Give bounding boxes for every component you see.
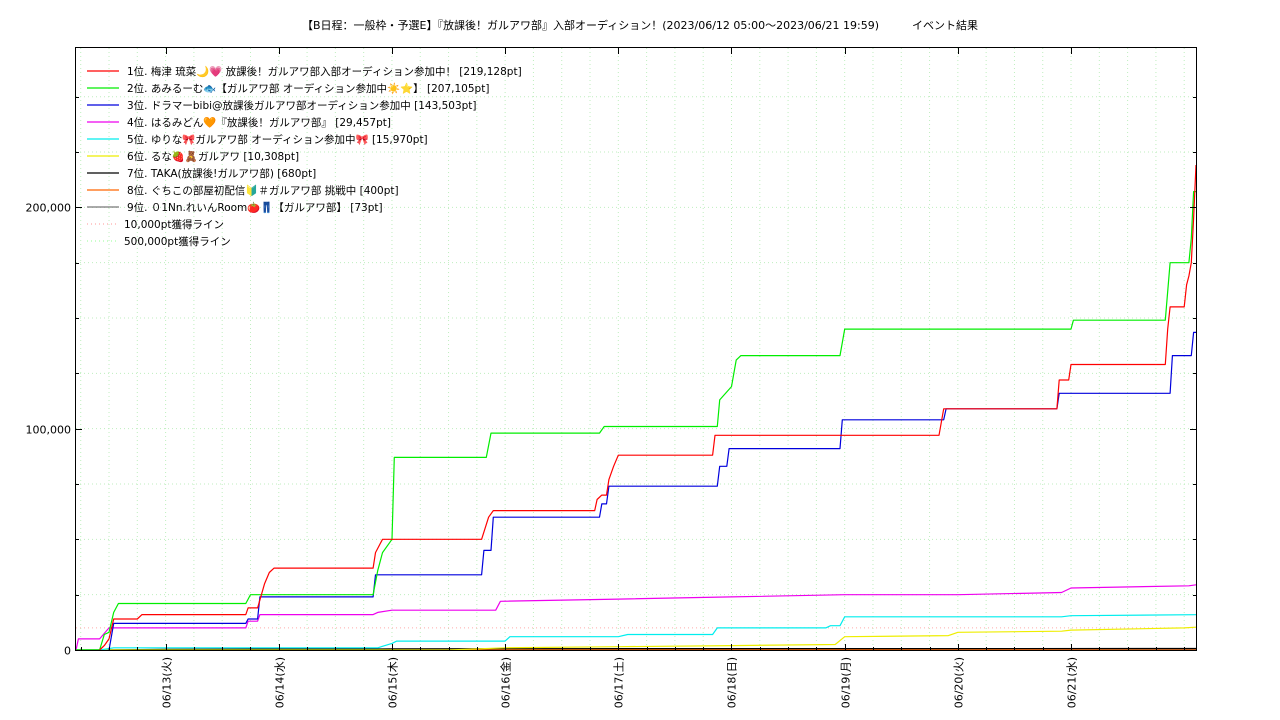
legend-label-8: 8位. ぐちこの部屋初配信🔰＃ガルアワ部 挑戦中 [400pt] <box>127 184 399 197</box>
x-tick-label: 06/15(木) <box>387 657 400 708</box>
plot-frame <box>75 47 1197 651</box>
chart-title: 【B日程：一般枠・予選E】『放課後！ガルアワ部』入部オーディション！(2023/… <box>301 19 978 32</box>
series-line-5 <box>76 614 1197 651</box>
axis-layer: 0 100,000 200,000 06/13(火) 06/14(水) 06/15(木) 0… <box>26 48 1196 708</box>
y-tick-label: 0 <box>64 645 71 658</box>
legend-label-2: 2位. あみるーむ🐟【ガルアワ部 オーディション参加中☀️⭐️】 [207,10… <box>127 82 489 95</box>
series-layer <box>75 164 1197 651</box>
series-line-3 <box>108 331 1196 651</box>
x-tick-label: 06/20(火) <box>953 657 966 708</box>
legend-label-10: 10,000pt獲得ライン <box>124 218 224 231</box>
series-line-6 <box>76 626 1197 651</box>
legend-label-6: 6位. るな🍓🧸ガルアワ [10,308pt] <box>127 150 299 163</box>
legend-label-11: 500,000pt獲得ライン <box>124 235 231 248</box>
legend-label-7: 7位. TAKA(放課後!ガルアワ部) [680pt] <box>127 167 316 180</box>
legend-label-1: 1位. 梅津 琉菜🌙💗 放課後！ガルアワ部入部オーディション参加中！ [219,… <box>127 65 522 78</box>
x-tick-label: 06/13(火) <box>161 657 174 708</box>
series-line-2 <box>76 191 1196 651</box>
legend-label-4: 4位. はるみどん🧡『放課後！ガルアワ部』 [29,457pt] <box>127 116 391 129</box>
y-tick-label: 200,000 <box>26 202 72 215</box>
x-tick-label: 06/19(月) <box>840 657 853 708</box>
grid-layer <box>76 48 1196 650</box>
series-line-1 <box>99 164 1197 651</box>
x-tick-label: 06/21(水) <box>1066 657 1079 708</box>
x-tick-label: 06/18(日) <box>726 657 739 708</box>
x-tick-label: 06/17(土) <box>613 657 626 708</box>
legend-label-9: 9位. ０1Nn.れいんRoom🍅👖【ガルアワ部】 [73pt] <box>127 201 383 214</box>
x-tick-label: 06/16(金) <box>499 657 513 708</box>
legend-label-5: 5位. ゆりな🎀ガルアワ部 オーディション参加中🎀 [15,970pt] <box>127 133 428 146</box>
x-tick-label: 06/14(水) <box>274 657 287 708</box>
legend-label-3: 3位. ドラマーbibi@放課後ガルアワ部オーディション参加中 [143,503… <box>127 99 477 112</box>
y-tick-label: 100,000 <box>26 424 72 437</box>
legend: 1位. 梅津 琉菜🌙💗 放課後！ガルアワ部入部オーディション参加中！ [219,… <box>87 65 522 248</box>
series-line-4 <box>75 584 1197 651</box>
